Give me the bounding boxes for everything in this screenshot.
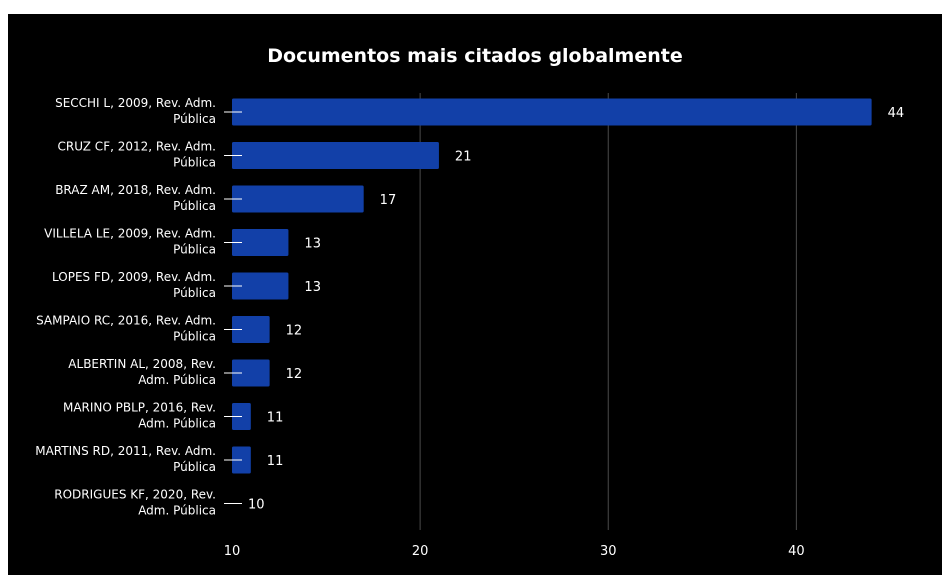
bar-value-label: 13 [304,237,321,252]
bar-value-label: 21 [455,150,472,165]
bar-value-label: 11 [267,411,284,426]
y-category-label: MARTINS RD, 2011, Rev. Adm. Pública [35,444,216,474]
bar [232,272,289,300]
y-category-label: BRAZ AM, 2018, Rev. Adm. Pública [55,183,216,213]
bar-value-label: 13 [304,280,321,295]
y-category-label: SAMPAIO RC, 2016, Rev. Adm. Pública [36,314,216,344]
y-category-label: ALBERTIN AL, 2008, Rev. Adm. Pública [68,357,216,387]
x-tick-label: 30 [600,544,617,559]
bar-chart: Documentos mais citados globalmente 10 20 3… [35,45,905,559]
x-tick-label: 10 [224,544,241,559]
bar [232,229,289,256]
y-category-label: RODRIGUES KF, 2020, Rev. Adm. Pública [54,488,216,518]
bar-value-label: 12 [286,367,303,382]
bar-value-label: 10 [248,498,265,513]
x-tick-label: 20 [412,544,429,559]
bar [232,359,270,387]
bar [232,316,270,343]
bar [232,142,439,169]
bar-value-label: 12 [286,324,303,339]
chart-panel: Documentos mais citados globalmente 10 20 3… [8,14,942,575]
y-category-label: MARINO PBLP, 2016, Rev. Adm. Pública [63,401,216,431]
bar-value-label: 11 [267,454,284,469]
bar [232,98,872,126]
x-tick-label: 40 [788,544,805,559]
bar-value-label: 17 [380,193,397,208]
bar [232,185,364,213]
y-category-label: SECCHI L, 2009, Rev. Adm. Pública [55,96,216,126]
bar-value-label: 44 [888,106,905,121]
y-category-label: VILLELA LE, 2009, Rev. Adm. Pública [44,227,216,257]
y-category-label: LOPES FD, 2009, Rev. Adm. Pública [52,270,216,300]
chart-title: Documentos mais citados globalmente [267,45,682,67]
y-category-label: CRUZ CF, 2012, Rev. Adm. Pública [57,140,216,170]
